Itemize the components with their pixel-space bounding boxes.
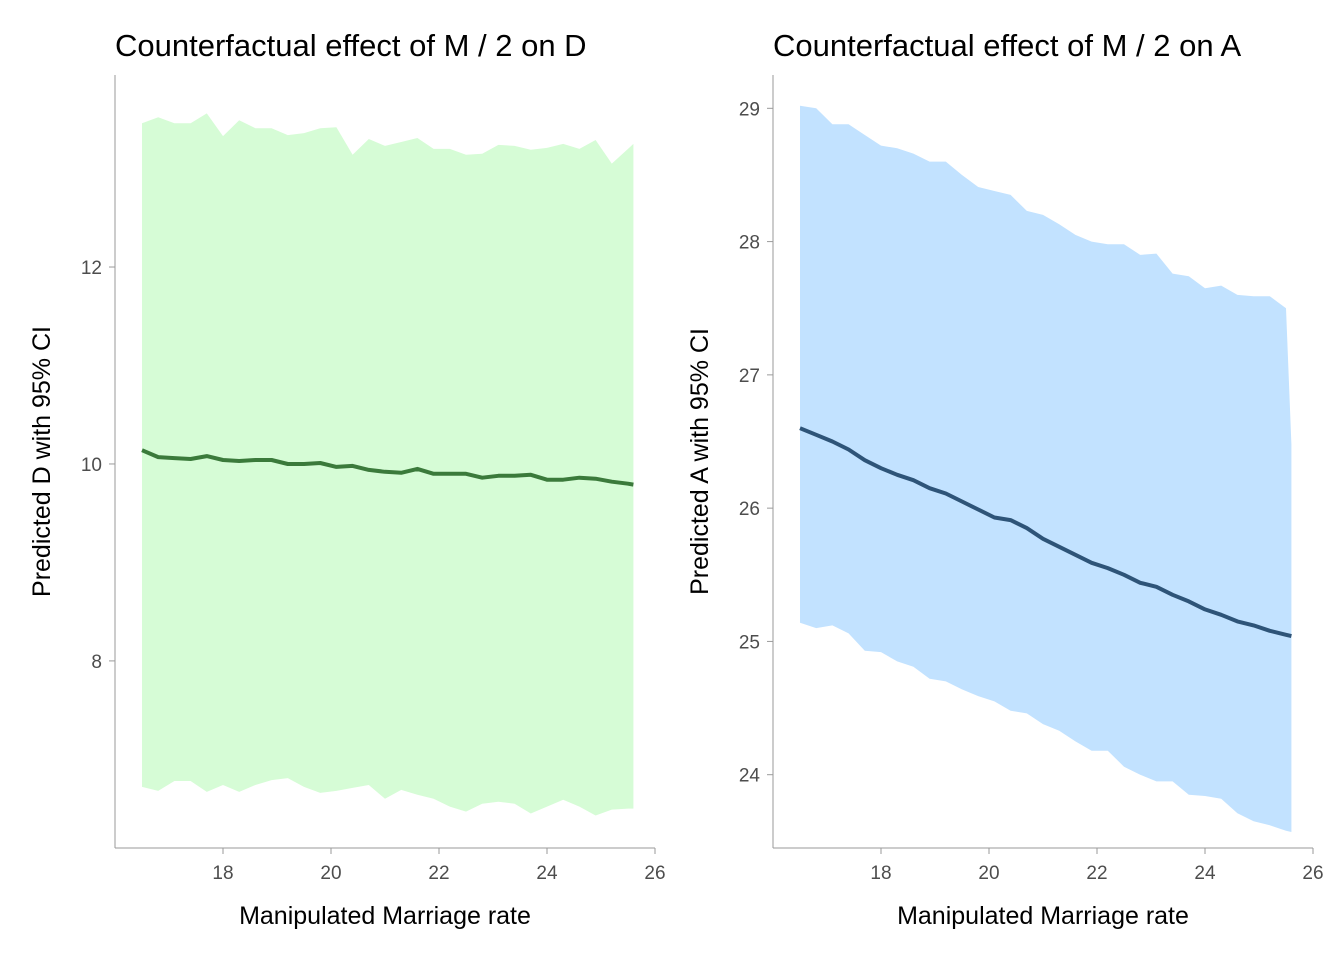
x-tick-label: 18 xyxy=(870,863,891,884)
y-tick-label: 29 xyxy=(739,99,760,120)
ci-ribbon xyxy=(142,113,634,816)
x-tick-label: 18 xyxy=(212,863,233,884)
x-tick-label: 22 xyxy=(1086,863,1107,884)
chart-title: Counterfactual effect of M / 2 on A xyxy=(773,28,1241,63)
x-tick-label: 20 xyxy=(320,863,341,884)
y-tick-label: 27 xyxy=(739,366,760,387)
mean-line xyxy=(799,426,1292,639)
chart-panel-1: 18 20 22 24 26 8 10 12 Counterfactual effect of … xyxy=(28,28,666,930)
x-axis-title: Manipulated Marriage rate xyxy=(239,902,531,930)
ci-ribbon xyxy=(800,105,1292,832)
chart-title: Counterfactual effect of M / 2 on D xyxy=(115,28,587,63)
y-tick-label: 10 xyxy=(81,455,102,476)
x-tick-label: 26 xyxy=(1302,863,1323,884)
x-tick-label: 24 xyxy=(536,863,558,884)
x-axis-title: Manipulated Marriage rate xyxy=(897,902,1189,930)
y-axis-title: Predicted D with 95% CI xyxy=(28,326,56,597)
chart-panel-2: 18 20 22 24 26 24 25 26 27 28 29 Counterfactual eff… xyxy=(686,28,1324,930)
y-tick-label: 25 xyxy=(739,632,760,653)
x-tick-label: 24 xyxy=(1194,863,1216,884)
y-tick-label: 26 xyxy=(739,499,760,520)
x-tick-label: 26 xyxy=(644,863,665,884)
x-tick-label: 20 xyxy=(978,863,999,884)
y-tick-label: 12 xyxy=(81,258,102,279)
y-tick-label: 28 xyxy=(739,233,760,254)
mean-line xyxy=(141,448,634,487)
y-tick-label: 8 xyxy=(91,652,102,673)
x-tick-label: 22 xyxy=(428,863,449,884)
y-tick-label: 24 xyxy=(739,766,761,787)
y-axis-title: Predicted A with 95% CI xyxy=(686,328,714,595)
